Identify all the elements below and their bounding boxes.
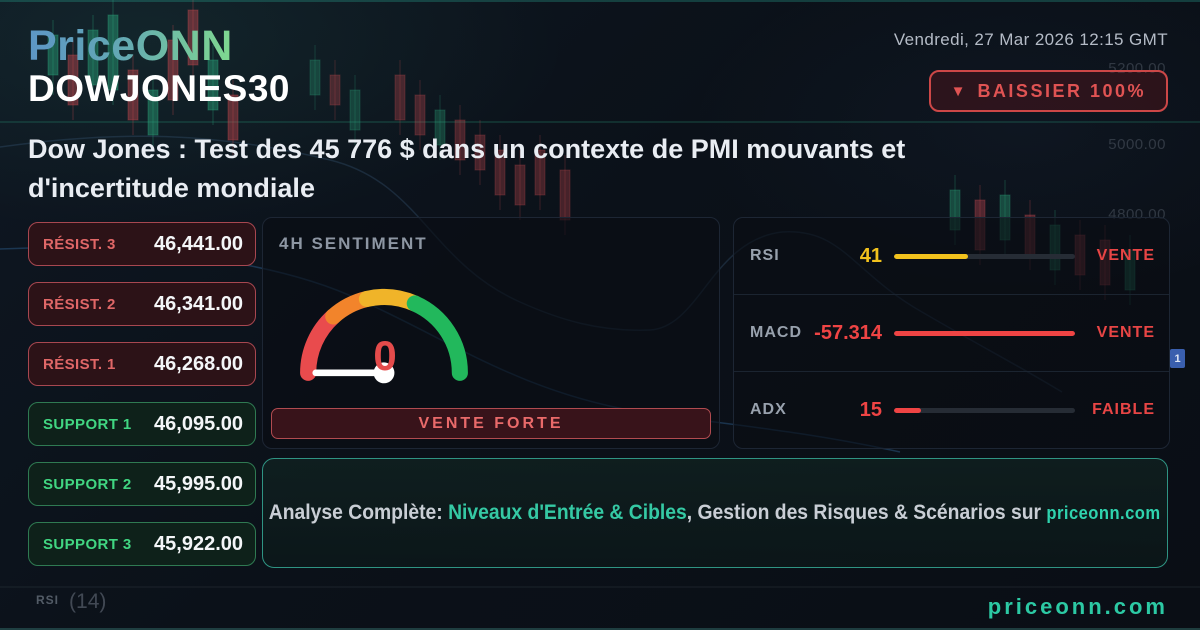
- indicator-value: 15: [859, 398, 882, 421]
- support-1-box: SUPPORT 1 46,095.00: [28, 402, 256, 446]
- indicator-name: ADX: [750, 401, 787, 418]
- level-label: SUPPORT 2: [43, 475, 132, 493]
- bg-axis-label: 5000.00: [1108, 136, 1166, 153]
- level-label: SUPPORT 3: [43, 535, 132, 553]
- level-value: 45,922.00: [154, 532, 243, 555]
- level-value: 46,095.00: [154, 412, 243, 435]
- trend-badge-label: BAISSIER 100%: [977, 80, 1146, 101]
- top-accent-line: [0, 0, 1200, 2]
- indicator-status: VENTE: [1096, 324, 1155, 341]
- indicator-value: -57.314: [814, 321, 882, 344]
- indicator-value: 41: [859, 244, 882, 267]
- indicator-bar-fill: [894, 407, 922, 413]
- gauge-hub: [373, 362, 395, 384]
- sentiment-title: 4H SENTIMENT: [279, 234, 428, 253]
- level-value: 46,268.00: [154, 352, 243, 375]
- banner-prefix: Analyse Complète:: [269, 501, 449, 524]
- support-3-box: SUPPORT 3 45,922.00: [28, 522, 256, 566]
- level-value: 46,341.00: [154, 292, 243, 315]
- level-label: RÉSIST. 2: [43, 295, 116, 313]
- bg-axis-price-tag: 1: [1170, 349, 1185, 368]
- indicator-row-adx: ADX 15 FAIBLE: [734, 371, 1169, 448]
- headline: Dow Jones : Test des 45 776 $ dans un co…: [28, 134, 906, 204]
- bottom-accent-line: [0, 628, 1200, 630]
- level-label: RÉSIST. 3: [43, 235, 116, 253]
- indicator-name: RSI: [750, 247, 780, 264]
- bg-rsi-pane-label: RSI (14): [36, 590, 107, 613]
- banner-site-link[interactable]: priceonn.com: [1046, 503, 1161, 523]
- instrument-symbol: DOWJONES30: [28, 68, 291, 109]
- indicator-name: MACD: [750, 324, 802, 341]
- site-watermark[interactable]: priceonn.com: [987, 594, 1168, 619]
- resistance-2-box: RÉSIST. 2 46,341.00: [28, 282, 256, 326]
- indicator-bar: [894, 407, 1075, 413]
- level-label: RÉSIST. 1: [43, 355, 116, 373]
- resistance-3-box: RÉSIST. 3 46,441.00: [28, 222, 256, 266]
- indicator-status: FAIBLE: [1092, 401, 1155, 418]
- indicator-bar: [894, 253, 1075, 259]
- timestamp: Vendredi, 27 Mar 2026 12:15 GMT: [893, 30, 1168, 49]
- indicator-status: VENTE: [1096, 247, 1155, 264]
- sentiment-gauge: [300, 289, 468, 384]
- levels-column: RÉSIST. 3 46,441.00 RÉSIST. 2 46,341.00 …: [28, 222, 256, 566]
- sentiment-panel: 4H SENTIMENT 0 VENTE FORTE: [262, 217, 720, 449]
- bg-axis-label: 5200.00: [1108, 60, 1166, 77]
- level-label: SUPPORT 1: [43, 415, 132, 433]
- level-value: 46,441.00: [154, 232, 243, 255]
- analysis-banner: Analyse Complète: Niveaux d'Entrée & Cib…: [262, 458, 1168, 568]
- sentiment-score: 0: [373, 332, 397, 379]
- indicator-row-macd: MACD -57.314 VENTE: [734, 294, 1169, 371]
- down-triangle-icon: ▼: [950, 82, 966, 100]
- sentiment-verdict: VENTE FORTE: [271, 408, 711, 439]
- brand-logo: PriceONN: [28, 22, 233, 70]
- indicators-panel: RSI 41 VENTE MACD -57.314 VENTE ADX 15 F…: [733, 217, 1170, 449]
- level-value: 45,995.00: [154, 472, 243, 495]
- analysis-banner-text: Analyse Complète: Niveaux d'Entrée & Cib…: [269, 501, 1161, 525]
- banner-middle: , Gestion des Risques & Scénarios sur: [687, 501, 1047, 524]
- resistance-1-box: RÉSIST. 1 46,268.00: [28, 342, 256, 386]
- indicator-bar-fill: [894, 330, 1075, 336]
- banner-highlight: Niveaux d'Entrée & Cibles: [448, 501, 688, 524]
- support-2-box: SUPPORT 2 45,995.00: [28, 462, 256, 506]
- indicator-bar-fill: [894, 253, 969, 259]
- indicator-bar: [894, 330, 1075, 336]
- trend-badge: ▼ BAISSIER 100%: [928, 70, 1168, 112]
- indicator-row-rsi: RSI 41 VENTE: [734, 218, 1169, 294]
